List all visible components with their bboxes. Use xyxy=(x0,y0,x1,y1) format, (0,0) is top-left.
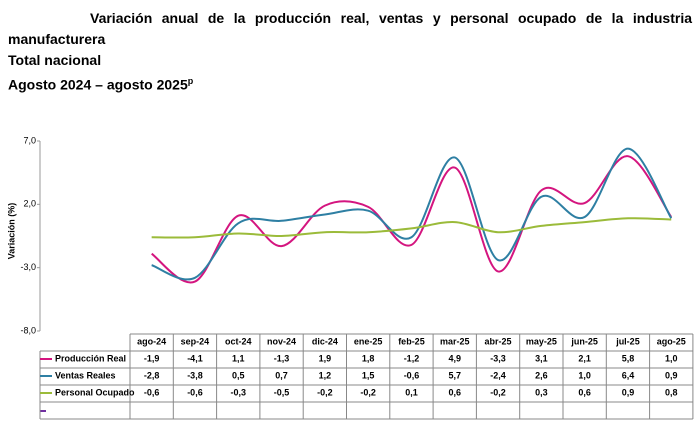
value-label: -0,6 xyxy=(187,387,203,397)
x-tick-label: abr-25 xyxy=(485,336,512,346)
value-label: 0,6 xyxy=(578,387,591,397)
y-tick-label: -8,0 xyxy=(20,325,36,335)
legend-label: Producción Real xyxy=(55,353,126,363)
x-tick-label: nov-24 xyxy=(267,336,296,346)
x-tick-label: ago-24 xyxy=(137,336,166,346)
x-tick-label: sep-24 xyxy=(181,336,210,346)
value-label: -0,2 xyxy=(490,387,506,397)
chart-title: Variación anual de la producción real, v… xyxy=(8,10,692,47)
value-label: 3,1 xyxy=(535,353,548,363)
value-label: -2,4 xyxy=(490,370,506,380)
value-label: -0,2 xyxy=(360,387,376,397)
series-line xyxy=(151,155,673,284)
y-tick-label: -3,0 xyxy=(20,262,36,272)
x-tick-label: mar-25 xyxy=(440,336,470,346)
value-label: -0,3 xyxy=(230,387,246,397)
x-tick-label: jul-25 xyxy=(615,336,640,346)
chart-subtitle: Total nacional xyxy=(8,52,102,68)
value-label: 4,9 xyxy=(448,353,461,363)
x-tick-label: dic-24 xyxy=(312,336,338,346)
x-tick-label: feb-25 xyxy=(398,336,425,346)
value-label: 0,1 xyxy=(405,387,418,397)
y-tick-label: 7,0 xyxy=(23,135,36,145)
value-label: 1,5 xyxy=(362,370,375,380)
legend-label: Personal Ocupado xyxy=(55,387,135,397)
value-label: -4,1 xyxy=(187,353,203,363)
value-label: 0,5 xyxy=(232,370,245,380)
value-label: -0,6 xyxy=(144,387,160,397)
value-label: 6,4 xyxy=(622,370,635,380)
x-tick-label: oct-24 xyxy=(225,336,252,346)
value-label: -0,2 xyxy=(317,387,333,397)
value-label: -0,5 xyxy=(274,387,290,397)
x-tick-label: jun-25 xyxy=(570,336,598,346)
value-label: 1,9 xyxy=(319,353,332,363)
title-block: Variación anual de la producción real, v… xyxy=(8,8,692,96)
value-label: 1,0 xyxy=(578,370,591,380)
y-tick-label: 2,0 xyxy=(23,199,36,209)
value-label: -3,8 xyxy=(187,370,203,380)
value-label: -2,8 xyxy=(144,370,160,380)
value-label: 1,1 xyxy=(232,353,245,363)
y-axis-label: Variación (%) xyxy=(6,203,16,260)
value-label: -1,3 xyxy=(274,353,290,363)
series-line xyxy=(151,147,673,281)
value-label: -1,9 xyxy=(144,353,160,363)
value-label: 0,6 xyxy=(448,387,461,397)
value-label: 5,7 xyxy=(448,370,461,380)
legend-label: Ventas Reales xyxy=(55,370,116,380)
value-label: 5,8 xyxy=(622,353,635,363)
value-label: 0,3 xyxy=(535,387,548,397)
value-label: 1,0 xyxy=(665,353,678,363)
value-label: -3,3 xyxy=(490,353,506,363)
x-tick-label: ago-25 xyxy=(657,336,686,346)
value-label: 0,9 xyxy=(665,370,678,380)
value-label: -0,6 xyxy=(404,370,420,380)
x-tick-label: may-25 xyxy=(526,336,557,346)
value-label: 2,1 xyxy=(578,353,591,363)
series-line xyxy=(151,217,672,239)
period: Agosto 2024 – agosto 2025 xyxy=(8,76,188,93)
x-tick-label: ene-25 xyxy=(354,336,383,346)
period-line: Agosto 2024 – agosto 2025p xyxy=(8,71,692,96)
value-label: 2,6 xyxy=(535,370,548,380)
value-label: 0,9 xyxy=(622,387,635,397)
period-note: p xyxy=(187,76,194,86)
value-label: 1,8 xyxy=(362,353,375,363)
value-label: 0,8 xyxy=(665,387,678,397)
value-label: 1,2 xyxy=(319,370,332,380)
value-label: -1,2 xyxy=(404,353,420,363)
value-label: 0,7 xyxy=(275,370,288,380)
